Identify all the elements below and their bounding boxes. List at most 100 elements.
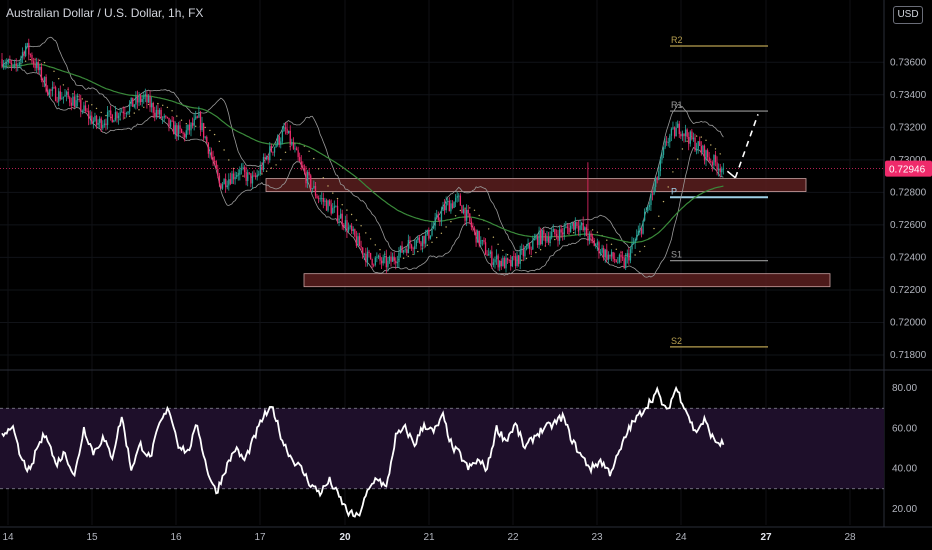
candle-body [199, 112, 202, 131]
candle-body [623, 258, 625, 268]
time-tick-label: 24 [675, 532, 687, 543]
time-tick-label: 15 [86, 532, 98, 543]
candle-body [691, 131, 693, 140]
rsi-line [1, 385, 725, 518]
candle-body [656, 177, 658, 180]
candle-body [300, 161, 302, 165]
candle-body [321, 198, 323, 199]
candle-body [607, 254, 610, 260]
candle-body [519, 250, 521, 264]
candle-body [317, 198, 320, 200]
candle-body [166, 116, 169, 118]
candle-body [245, 172, 247, 182]
candle-body [365, 253, 367, 263]
time-tick-label: 17 [254, 532, 266, 543]
candle-body [4, 64, 6, 66]
candle-body [653, 186, 655, 195]
candle-body [428, 229, 430, 239]
candle-body [297, 150, 299, 158]
candle-body [132, 97, 134, 107]
sma-dot [308, 150, 310, 152]
candle-body [88, 111, 90, 119]
candle-body [303, 168, 306, 172]
candle-body [237, 174, 239, 176]
candle-body [524, 249, 526, 257]
candle-body [543, 230, 545, 235]
candle-body [70, 102, 72, 106]
candle-body [380, 260, 383, 264]
candle-body [278, 136, 280, 145]
candle-body [412, 248, 414, 250]
pivot-label-r2: R2 [671, 35, 683, 45]
candle-body [521, 249, 523, 251]
candle-body [42, 80, 44, 82]
sma-dot [133, 112, 135, 114]
candle-body [135, 96, 137, 105]
candle-body [697, 141, 699, 149]
candle-body [399, 245, 402, 253]
rsi-tick-label: 60.00 [892, 423, 917, 434]
candle-body [152, 103, 154, 113]
sma-dot [525, 257, 528, 260]
candle-body [176, 125, 178, 137]
candle-body [615, 260, 617, 263]
candle-body [67, 91, 69, 98]
candle-body [351, 225, 353, 231]
candle-body [409, 240, 411, 245]
symbol-title[interactable]: Australian Dollar / U.S. Dollar, 1h, FX [6, 6, 204, 20]
candle-body [436, 214, 438, 218]
candle-body [673, 127, 676, 137]
candle-body [484, 242, 487, 255]
candle-body [566, 226, 569, 228]
candle-body [546, 237, 548, 242]
sma-dot [157, 102, 159, 105]
candle-body [354, 229, 356, 237]
sma-dot [643, 245, 646, 248]
sma-dot [464, 207, 466, 209]
candle-body [65, 91, 68, 95]
sma-dot [43, 61, 46, 64]
time-tick-label: 23 [591, 532, 603, 543]
candle-body [714, 155, 717, 163]
candle-body [352, 229, 354, 231]
candle-body [169, 120, 172, 127]
candle-body [432, 225, 435, 229]
candle-body [440, 211, 443, 221]
candle-body [64, 94, 66, 97]
candle-body [491, 251, 493, 265]
candle-body [722, 168, 725, 170]
candle-body [286, 128, 288, 134]
candle-body [251, 175, 254, 184]
candle-body [552, 228, 554, 232]
price-tick-label: 0.72400 [890, 252, 927, 263]
candle-body [684, 129, 687, 137]
candle-body [694, 137, 696, 151]
candle-body [272, 151, 274, 153]
sma-dot [658, 215, 660, 217]
candle-body [171, 120, 173, 122]
candle-body [497, 255, 499, 268]
candle-body [445, 201, 447, 211]
sma-dot [426, 244, 428, 246]
candle-body [584, 227, 586, 231]
currency-button[interactable]: USD [893, 6, 923, 24]
candle-body [256, 174, 258, 178]
candle-body [322, 198, 324, 202]
candle-body [610, 252, 613, 257]
sma-dot [639, 250, 641, 253]
candle-body [179, 125, 181, 130]
candle-body [678, 123, 680, 135]
candle-body [390, 256, 392, 262]
candle-body [220, 183, 222, 189]
time-tick-label: 28 [844, 532, 856, 543]
candle-body [248, 172, 250, 174]
sma-dot [350, 213, 353, 216]
current-price-tag [885, 160, 932, 177]
candle-body [506, 258, 509, 260]
candle-body [18, 62, 21, 66]
candle-body [658, 171, 660, 180]
candle-body [149, 96, 151, 108]
candle-body [97, 122, 99, 125]
candle-body [80, 99, 82, 112]
